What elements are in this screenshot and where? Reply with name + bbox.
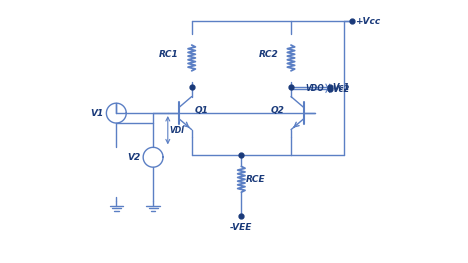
Text: RCE: RCE xyxy=(246,175,265,184)
Text: V2: V2 xyxy=(127,153,140,162)
Text: VDI: VDI xyxy=(169,126,185,135)
Text: Vc1: Vc1 xyxy=(333,83,350,92)
Text: -VEE: -VEE xyxy=(230,223,253,232)
Text: V1: V1 xyxy=(90,109,103,118)
Text: RC2: RC2 xyxy=(258,50,278,59)
Text: Vc2: Vc2 xyxy=(333,85,350,94)
Text: Q2: Q2 xyxy=(271,106,285,115)
Text: VDO: VDO xyxy=(305,84,324,93)
Text: RC1: RC1 xyxy=(159,50,179,59)
Text: +Vcc: +Vcc xyxy=(355,17,380,26)
Text: Q1: Q1 xyxy=(194,106,208,115)
